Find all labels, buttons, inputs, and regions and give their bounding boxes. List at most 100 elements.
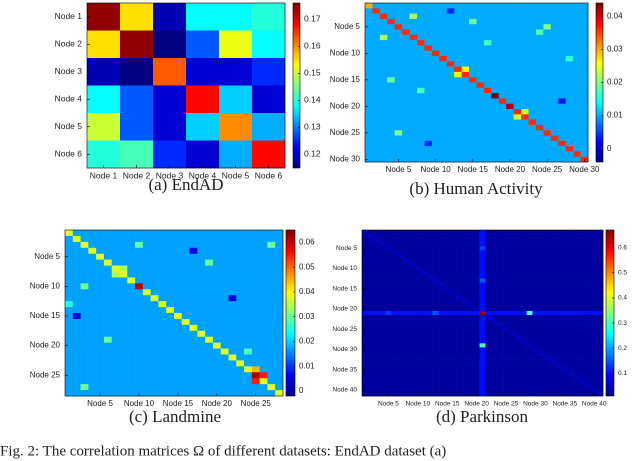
heatmap-cell xyxy=(532,375,539,381)
heatmap-cell xyxy=(467,238,474,243)
heatmap-cell xyxy=(432,335,439,340)
heatmap-cell xyxy=(508,319,516,324)
heatmap-cell xyxy=(432,375,439,381)
heatmap-cell xyxy=(379,363,386,368)
heatmap-cell xyxy=(555,310,563,316)
heatmap-cell xyxy=(65,348,74,355)
heatmap-cell xyxy=(267,259,276,266)
heatmap-cell xyxy=(402,82,410,89)
heatmap-cell xyxy=(158,384,167,391)
heatmap-cell xyxy=(362,258,369,263)
heatmap-cell xyxy=(127,271,136,278)
heatmap-cell xyxy=(532,282,539,287)
heatmap-cell xyxy=(391,306,398,312)
heatmap-cell xyxy=(491,114,500,120)
heatmap-cell xyxy=(420,339,427,344)
heatmap-cell xyxy=(456,230,463,235)
heatmap-cell xyxy=(485,274,492,279)
heatmap-cell xyxy=(127,295,136,302)
heatmap-cell xyxy=(409,266,416,271)
heatmap-cell xyxy=(365,61,373,67)
heatmap-cell xyxy=(72,235,81,243)
heatmap-cell xyxy=(409,363,416,368)
heatmap-cell xyxy=(550,77,559,83)
heatmap-cell xyxy=(397,391,404,397)
x-tick-label: Node 15 xyxy=(458,165,489,174)
heatmap-cell xyxy=(72,378,81,385)
heatmap-cell xyxy=(521,66,529,73)
heatmap-cell xyxy=(431,114,440,120)
heatmap-cell xyxy=(373,379,380,385)
heatmap-cell xyxy=(558,61,566,67)
heatmap-cell xyxy=(142,289,151,296)
heatmap-cell xyxy=(506,124,514,131)
heatmap-cell xyxy=(514,391,522,397)
heatmap-cell xyxy=(498,77,507,83)
heatmap-cell xyxy=(80,318,89,326)
heatmap-cell xyxy=(236,301,245,308)
heatmap-cell xyxy=(491,18,500,25)
heatmap-cell xyxy=(439,29,448,36)
heatmap-cell xyxy=(535,50,544,57)
heatmap-cell xyxy=(65,271,74,278)
heatmap-cell xyxy=(385,359,392,364)
heatmap-cell xyxy=(420,298,427,304)
heatmap-cell xyxy=(565,66,574,73)
heatmap-cell xyxy=(469,124,477,131)
heatmap-cell xyxy=(573,103,581,110)
heatmap-cell xyxy=(461,387,469,393)
heatmap-cell xyxy=(379,294,386,300)
heatmap-cell xyxy=(561,306,569,312)
heatmap-cell xyxy=(205,324,214,332)
heatmap-cell xyxy=(88,330,97,338)
heatmap-cell xyxy=(403,331,410,336)
heatmap-cell xyxy=(252,113,286,141)
heatmap-cell xyxy=(456,379,463,385)
heatmap-cell xyxy=(252,3,286,31)
heatmap-cell xyxy=(591,298,598,304)
heatmap-cell xyxy=(72,324,81,332)
heatmap-cell xyxy=(526,367,533,373)
heatmap-cell xyxy=(409,351,416,356)
heatmap-cell xyxy=(528,146,537,152)
heatmap-cell xyxy=(166,265,175,272)
heatmap-cell xyxy=(526,274,533,279)
heatmap-cell xyxy=(535,109,544,115)
heatmap-cell xyxy=(259,354,268,361)
heatmap-cell xyxy=(197,390,206,397)
heatmap-cell xyxy=(579,238,586,243)
heatmap-cell xyxy=(142,384,151,391)
heatmap-cell xyxy=(555,379,563,385)
heatmap-cell xyxy=(573,40,581,46)
heatmap-cell xyxy=(526,323,533,328)
heatmap-cell xyxy=(197,295,206,302)
heatmap-cell xyxy=(573,258,580,263)
heatmap-cell xyxy=(498,109,507,115)
heatmap-cell xyxy=(561,339,569,344)
heatmap-cell xyxy=(394,71,403,78)
heatmap-cell xyxy=(550,87,559,94)
heatmap-cell xyxy=(80,289,89,296)
heatmap-cell xyxy=(456,306,463,312)
heatmap-cell xyxy=(379,119,388,126)
heatmap-cell xyxy=(197,259,206,266)
heatmap-cell xyxy=(461,29,470,36)
heatmap-cell xyxy=(426,258,433,263)
heatmap-cell xyxy=(259,265,268,272)
colorbar-tick-label: 0.14 xyxy=(304,95,321,105)
heatmap-cell xyxy=(189,247,198,255)
heatmap-cell xyxy=(538,254,545,259)
heatmap-cell xyxy=(476,3,485,9)
colorbar-tick-label: 0.16 xyxy=(304,41,321,51)
heatmap-cell xyxy=(550,327,557,332)
heatmap-cell xyxy=(521,34,529,41)
heatmap-cell xyxy=(420,371,427,377)
heatmap-cell xyxy=(127,289,136,296)
heatmap-cell xyxy=(119,360,128,367)
heatmap-cell xyxy=(373,242,380,247)
heatmap-cell xyxy=(503,254,510,259)
heatmap-cell xyxy=(497,302,504,308)
heatmap-cell xyxy=(497,250,504,255)
heatmap-cell xyxy=(259,378,268,385)
heatmap-cell xyxy=(362,234,369,239)
